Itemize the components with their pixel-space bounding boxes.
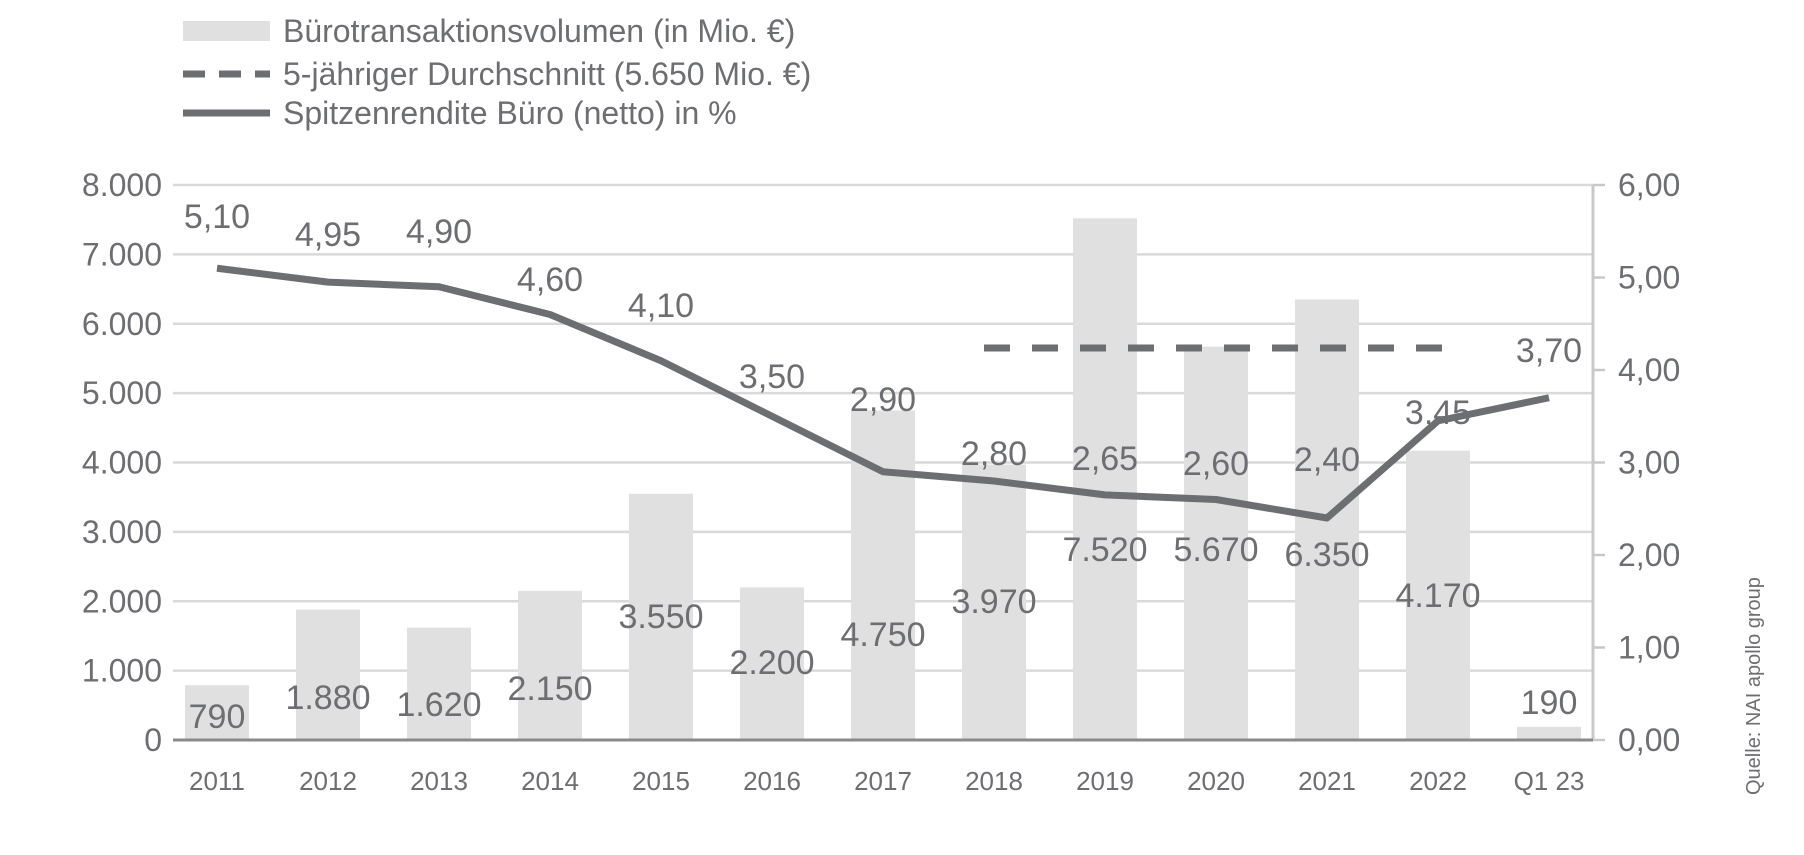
x-axis-tick-label: 2019: [1076, 766, 1134, 796]
yield-value-label: 2,65: [1072, 440, 1138, 478]
x-axis-tick-label: 2015: [632, 766, 690, 796]
yield-line: [216, 264, 1550, 522]
right-axis-tick-label: 6,00: [1618, 167, 1680, 203]
yield-value-label: 3,50: [739, 358, 805, 396]
legend-label-average: 5-jähriger Durchschnitt (5.650 Mio. €): [283, 56, 811, 92]
x-axis-tick-label: 2017: [854, 766, 912, 796]
yield-value-label: 2,40: [1294, 441, 1360, 479]
x-axis-tick-label: 2016: [743, 766, 801, 796]
bar-value-label: 3.970: [951, 583, 1036, 621]
x-axis-tick-label: 2011: [189, 766, 245, 796]
left-axis-tick-label: 6.000: [82, 306, 162, 342]
bar-2018: [962, 464, 1026, 740]
yield-value-label: 4,95: [295, 216, 361, 254]
yield-value-label: 5,10: [184, 198, 250, 236]
x-axis-tick-label: 2012: [299, 766, 357, 796]
bar-2011: [185, 685, 249, 740]
bar-value-label: 790: [189, 698, 246, 736]
bar-value-label: 4.170: [1395, 577, 1480, 615]
right-axis-tick-label: 2,00: [1618, 537, 1680, 573]
left-axis-tick-label: 2.000: [82, 583, 162, 619]
yield-value-label: 2,90: [850, 381, 916, 419]
left-axis-tick-label: 7.000: [82, 236, 162, 272]
legend-label-bar: Bürotransaktionsvolumen (in Mio. €): [283, 13, 795, 49]
bar-2012: [296, 609, 360, 740]
yield-value-label: 2,60: [1183, 445, 1249, 483]
bar-value-label: 7.520: [1062, 531, 1147, 569]
x-axis-tick-label: 2020: [1187, 766, 1245, 796]
legend-label-yield: Spitzenrendite Büro (netto) in %: [283, 95, 737, 131]
bars: [185, 218, 1581, 741]
bar-value-label: 190: [1521, 684, 1578, 722]
x-axis-tick-label: 2021: [1298, 766, 1356, 796]
axes: 0 1.000 2.000 3.000 4.000 5.000 6.000 7.000 8.00…: [82, 167, 1680, 796]
bar-value-label: 2.150: [507, 670, 592, 708]
bar-value-label: 6.350: [1284, 536, 1369, 574]
source-note: Quelle: NAI apollo group: [1743, 577, 1765, 795]
yield-value-label: 4,10: [628, 287, 694, 325]
bar-2016: [740, 587, 804, 740]
legend: Bürotransaktionsvolumen (in Mio. €) 5-jä…: [183, 13, 811, 131]
bar-2015: [629, 493, 693, 740]
right-axis-tick-label: 1,00: [1618, 630, 1680, 666]
x-axis-tick-label: 2013: [410, 766, 468, 796]
left-axis-tick-label: 5.000: [82, 375, 162, 411]
legend-swatch-bar: [183, 21, 270, 41]
bar-Q1 23: [1517, 726, 1581, 740]
yield-value-label: 4,60: [517, 261, 583, 299]
lines: [216, 264, 1550, 522]
labels: 790 1.880 1.620 2.150 3.550 2.200 4.750 3.970 7.…: [184, 198, 1582, 736]
bar-2020: [1184, 346, 1248, 740]
x-axis-tick-label: 2014: [521, 766, 579, 796]
right-axis-tick-label: 5,00: [1618, 260, 1680, 296]
yield-value-label: 4,90: [406, 213, 472, 251]
left-axis-tick-label: 8.000: [82, 167, 162, 203]
bar-value-label: 1.880: [285, 679, 370, 717]
right-axis-tick-label: 4,00: [1618, 352, 1680, 388]
bar-value-label: 1.620: [396, 686, 481, 724]
bar-2013: [407, 627, 471, 740]
bar-value-label: 5.670: [1173, 531, 1258, 569]
left-axis-tick-label: 3.000: [82, 514, 162, 550]
bar-2019: [1073, 218, 1137, 741]
left-axis-tick-label: 1.000: [82, 653, 162, 689]
x-axis-tick-label: 2018: [965, 766, 1023, 796]
bar-2017: [851, 410, 915, 740]
yield-value-label: 3,70: [1516, 332, 1582, 370]
yield-value-label: 2,80: [961, 435, 1027, 473]
bar-2022: [1406, 450, 1470, 740]
right-axis-tick-label: 3,00: [1618, 445, 1680, 481]
bar-value-label: 4.750: [840, 616, 925, 654]
bar-value-label: 3.550: [618, 598, 703, 636]
right-axis-tick-label: 0,00: [1618, 722, 1680, 758]
left-axis-tick-label: 4.000: [82, 445, 162, 481]
yield-value-label: 3,45: [1405, 394, 1471, 432]
left-axis-tick-label: 0: [144, 722, 162, 758]
bar-2014: [518, 590, 582, 740]
bar-value-label: 2.200: [729, 644, 814, 682]
x-axis-tick-label: 2022: [1409, 766, 1467, 796]
x-axis-tick-label: Q1 23: [1514, 766, 1585, 796]
